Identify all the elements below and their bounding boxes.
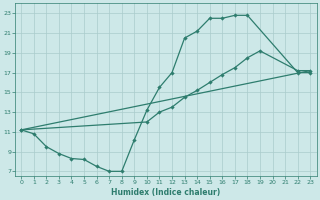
X-axis label: Humidex (Indice chaleur): Humidex (Indice chaleur) [111, 188, 220, 197]
